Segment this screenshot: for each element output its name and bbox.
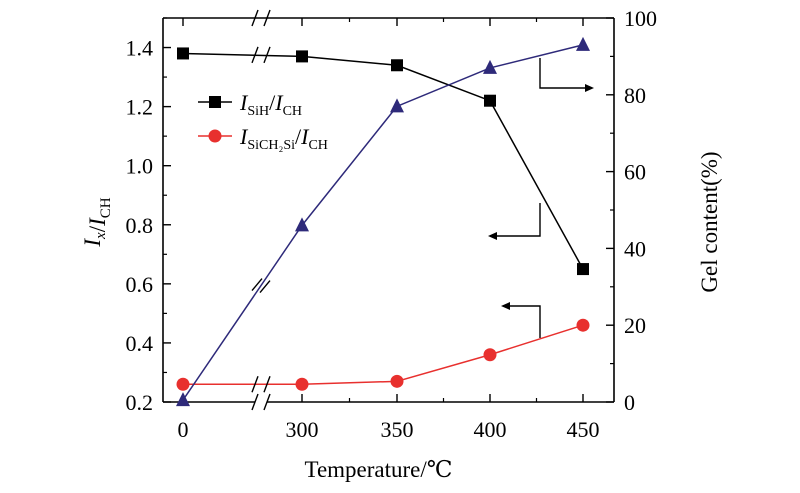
right-y-tick-label: 20 [624, 313, 646, 338]
left-y-tick-label: 1.0 [126, 154, 154, 179]
axis-break-mark-bottom [263, 393, 271, 411]
left-y-axis-title-part: x [93, 232, 109, 240]
x-tick-label: 400 [474, 417, 507, 442]
series-line-circle [183, 324, 584, 386]
data-point-square [296, 50, 308, 63]
left-y-tick-label: 1.2 [126, 95, 154, 120]
data-point-square [391, 59, 403, 72]
axis-break-mark-top [251, 9, 259, 27]
left-y-tick-label: 0.4 [126, 331, 154, 356]
left-y-tick-label: 0.2 [126, 390, 154, 415]
arrow-to-left-axis-sih [490, 203, 541, 237]
legend-marker-circle [208, 129, 222, 143]
arrow-to-left-axis-sich2si [503, 305, 541, 338]
data-point-circle [576, 318, 590, 332]
axis-break-mark-bottom [251, 393, 259, 411]
legend-label-part: I [300, 124, 310, 149]
data-point-triangle [176, 392, 190, 407]
plot-frame [162, 9, 615, 411]
data-point-square [484, 94, 496, 107]
arrow-head-left [501, 302, 510, 310]
x-tick-label: 300 [286, 417, 319, 442]
legend-label-part: / [295, 124, 302, 149]
right-y-tick-label: 0 [624, 390, 635, 415]
left-y-axis-title: Ix/ICH [80, 197, 114, 247]
arrow-head-left [488, 232, 497, 240]
axis-ticks [163, 17, 614, 403]
legend-marker-square [209, 96, 221, 108]
series-break-mark [251, 46, 259, 64]
legend-label-part: I [274, 90, 284, 115]
data-point-triangle [295, 217, 309, 232]
left-y-tick-label: 0.8 [126, 213, 154, 238]
right-y-tick-label: 60 [624, 160, 646, 185]
data-point-circle [295, 377, 309, 391]
x-axis-title: Temperature/℃ [305, 457, 453, 482]
arrow-to-right-axis [539, 58, 592, 89]
data-point-circle [390, 374, 404, 388]
axis-text: 0.2 0.4 0.6 0.8 1.0 1.2 1.4 0 20 40 60 80 100 0 300 350… [80, 6, 722, 482]
data-point-triangle [390, 98, 404, 113]
left-y-tick-label: 0.6 [126, 272, 154, 297]
right-y-tick-label: 40 [624, 236, 646, 261]
right-y-axis-title: Gel content(%) [697, 151, 722, 292]
data-point-square [577, 263, 589, 276]
left-y-axis-title-part: I [85, 217, 110, 227]
legend-label: ISiCH₂Si/ICH [239, 124, 328, 153]
annotation-arrows [488, 58, 594, 338]
data-point-triangle [576, 36, 590, 51]
arrow-head-right [585, 84, 594, 92]
legend-label-part: CH [308, 138, 327, 153]
left-y-axis-title-part: CH [98, 197, 114, 218]
right-y-tick-label: 100 [624, 6, 657, 31]
series-break-mark [263, 46, 271, 64]
x-tick-label: 350 [381, 417, 414, 442]
legend-label-part: I [239, 124, 249, 149]
legend-label-part: SiCH₂Si [247, 138, 295, 153]
right-y-tick-label: 80 [624, 83, 646, 108]
legend-label: ISiH/ICH [239, 90, 302, 119]
axis-break-mark-top [263, 9, 271, 27]
x-tick-label: 450 [567, 417, 600, 442]
data-point-circle [483, 348, 497, 362]
data-point-triangle [483, 59, 497, 74]
legend-label-part: I [239, 90, 249, 115]
left-y-axis-title-part: I [80, 238, 105, 248]
left-y-tick-label: 1.4 [126, 36, 154, 61]
series-layer [176, 36, 590, 407]
data-point-circle [176, 377, 190, 391]
legend-label-part: / [269, 90, 276, 115]
legend-label-part: CH [283, 104, 302, 119]
series-break-mark [259, 280, 271, 294]
series-line-square [182, 52, 584, 270]
left-y-axis-title-part: / [85, 225, 110, 232]
legend-label-part: SiH [247, 104, 269, 119]
series-break-mark [251, 376, 259, 393]
series-break-mark [251, 278, 263, 292]
series-break-mark [263, 376, 271, 393]
x-tick-label: 0 [178, 417, 189, 442]
data-point-square [177, 47, 189, 60]
